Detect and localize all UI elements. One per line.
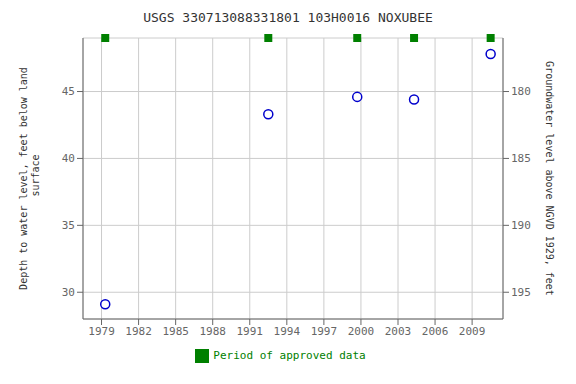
svg-text:2009: 2009 xyxy=(459,325,486,338)
html-text:Period of approved data: Period of approved data xyxy=(213,349,366,362)
svg-text:190: 190 xyxy=(511,219,531,232)
svg-text:1994: 1994 xyxy=(274,325,301,338)
svg-text:45: 45 xyxy=(62,85,75,98)
svg-text:30: 30 xyxy=(62,286,75,299)
svg-text:2003: 2003 xyxy=(385,325,412,338)
svg-text:185: 185 xyxy=(511,152,531,165)
svg-text:1991: 1991 xyxy=(237,325,264,338)
svg-text:1982: 1982 xyxy=(125,325,152,338)
svg-text:1988: 1988 xyxy=(199,325,226,338)
svg-text:Depth to water level, feet bel: Depth to water level, feet below land su… xyxy=(18,67,41,290)
svg-text:1985: 1985 xyxy=(162,325,189,338)
svg-text:40: 40 xyxy=(62,152,75,165)
svg-text:180: 180 xyxy=(511,85,531,98)
svg-text:1997: 1997 xyxy=(311,325,338,338)
svg-text:195: 195 xyxy=(511,286,531,299)
html-text:USGS 330713088331801 103H0016: USGS 330713088331801 103H0016 NOXUBEE xyxy=(143,10,433,25)
svg-text:1979: 1979 xyxy=(88,325,115,338)
svg-text:Groundwater level above NGVD 1: Groundwater level above NGVD 1929, feet xyxy=(545,61,556,296)
svg-text:2006: 2006 xyxy=(422,325,449,338)
svg-text:2000: 2000 xyxy=(348,325,375,338)
svg-text:35: 35 xyxy=(62,219,75,232)
